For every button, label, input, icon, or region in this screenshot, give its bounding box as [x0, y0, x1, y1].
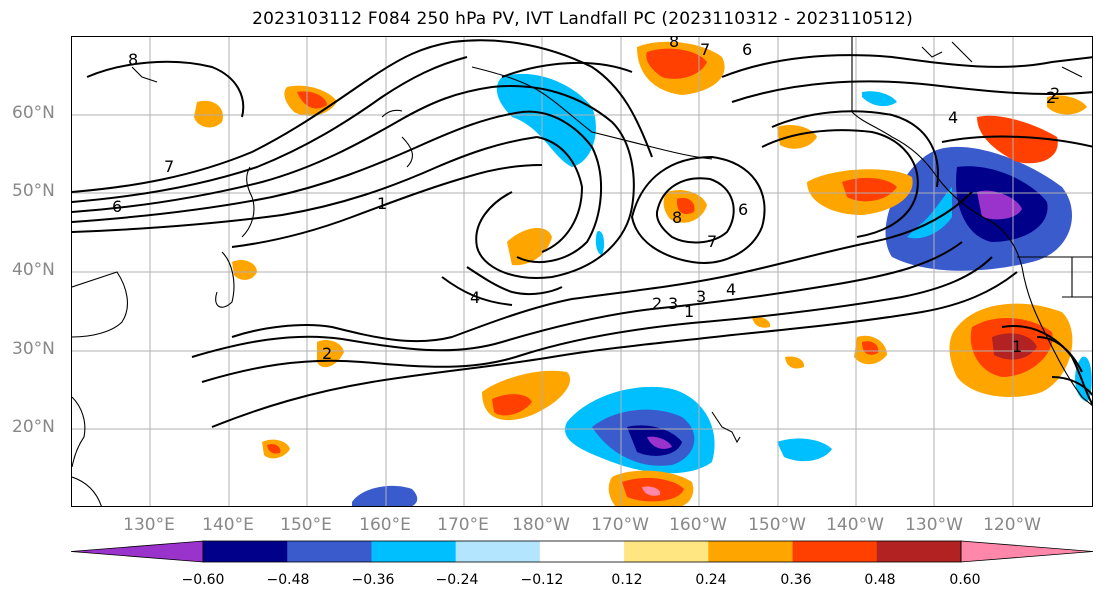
colorbar-extend-min — [70, 540, 204, 563]
colorbar-bin — [455, 541, 541, 562]
contour-label: 6 — [112, 197, 122, 216]
lon-label: 150°W — [748, 515, 806, 535]
lon-label: 120°W — [983, 515, 1041, 535]
colorbar-tick: −0.24 — [435, 572, 479, 588]
contour-label: 6 — [742, 40, 752, 59]
colorbar-bin — [371, 541, 457, 562]
lat-label-40: 40°N — [12, 260, 55, 280]
contour-label: 4 — [470, 288, 480, 307]
map-panel: 8 7 6 1 2 3 4 8 6 7 4 3 2 1 2 6 7 8 4 2 … — [71, 36, 1093, 507]
contour-label: 8 — [672, 208, 682, 227]
contour-label: 4 — [948, 108, 958, 127]
lon-label: 170°W — [591, 515, 649, 535]
colorbar — [70, 540, 1095, 568]
colorbar-tick: 0.36 — [780, 572, 812, 588]
contour-label: 3 — [696, 287, 706, 306]
colorbar-tick: 0.48 — [864, 572, 896, 588]
lon-label: 130°W — [905, 515, 963, 535]
colorbar-bin — [624, 541, 709, 562]
contour-label: 1 — [684, 302, 694, 321]
colorbar-tick: −0.48 — [266, 572, 310, 588]
contour-label: 8 — [128, 50, 138, 69]
lon-label: 160°E — [359, 515, 411, 535]
colorbar-bin — [792, 541, 878, 562]
contour-label: 1 — [1012, 337, 1022, 356]
lat-label-50: 50°N — [12, 181, 55, 201]
contour-label: 7 — [164, 157, 174, 176]
lat-label-60: 60°N — [12, 103, 55, 123]
map-title: 2023103112 F084 250 hPa PV, IVT Landfall… — [252, 9, 913, 29]
contour-label: 2 — [322, 344, 332, 363]
lon-label: 140°E — [202, 515, 254, 535]
contour-label: 2 — [652, 294, 662, 313]
contour-label: 3 — [668, 294, 678, 313]
contour-label: 8 — [669, 37, 679, 51]
map-canvas: 8 7 6 1 2 3 4 8 6 7 4 3 2 1 2 6 7 8 4 2 … — [72, 37, 1092, 506]
lon-label: 160°W — [669, 515, 727, 535]
lon-label: 150°E — [280, 515, 332, 535]
colorbar-tick: 0.60 — [949, 572, 981, 588]
lat-label-20: 20°N — [12, 417, 55, 437]
contour-label: 1 — [377, 194, 387, 213]
contour-label: 6 — [738, 200, 748, 219]
colorbar-bin — [203, 541, 288, 562]
colorbar-tick: 0.12 — [611, 572, 643, 588]
contour-label: 7 — [700, 40, 710, 59]
colorbar-bin — [708, 541, 794, 562]
lon-label: 180°W — [512, 515, 570, 535]
lon-label: 140°W — [826, 515, 884, 535]
graticule — [72, 37, 1092, 506]
colorbar-extend-max — [960, 540, 1094, 563]
contour-label: 2 — [1046, 88, 1056, 107]
colorbar-tick: −0.12 — [520, 572, 564, 588]
contour-labels: 8 7 6 1 2 3 4 8 6 7 4 3 2 1 2 6 7 8 4 2 … — [112, 37, 1060, 363]
colorbar-tick: −0.36 — [351, 572, 395, 588]
colorbar-tick: −0.60 — [181, 572, 225, 588]
colorbar-tick: 0.24 — [695, 572, 727, 588]
lon-label: 170°E — [437, 515, 489, 535]
colorbar-bin — [539, 541, 625, 562]
contour-label: 4 — [726, 280, 736, 299]
contour-label: 2 — [1050, 84, 1060, 103]
colorbar-bin — [876, 541, 962, 562]
colorbar-outline — [202, 540, 962, 563]
lat-label-30: 30°N — [12, 339, 55, 359]
colorbar-strip — [70, 540, 1094, 563]
contour-label: 7 — [707, 232, 717, 251]
lon-label: 130°E — [123, 515, 175, 535]
colorbar-bin — [287, 541, 372, 562]
pv-contours — [72, 39, 1092, 428]
